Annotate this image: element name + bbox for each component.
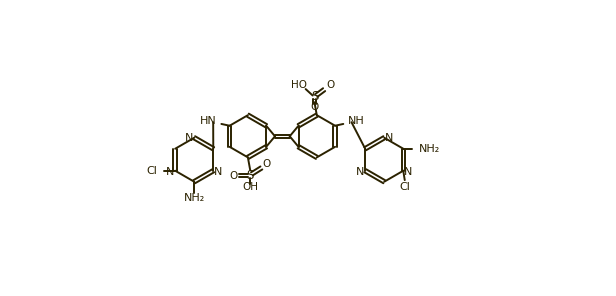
Text: NH: NH: [348, 116, 365, 126]
Text: NH₂: NH₂: [184, 193, 205, 203]
Text: O: O: [229, 170, 237, 181]
Text: HO: HO: [291, 80, 307, 90]
Text: Cl: Cl: [147, 166, 157, 176]
Text: Cl: Cl: [399, 182, 410, 192]
Text: O: O: [262, 159, 271, 169]
Text: N: N: [403, 167, 412, 177]
Text: N: N: [166, 167, 175, 177]
Text: O: O: [310, 102, 318, 112]
Text: OH: OH: [242, 182, 258, 192]
Text: HN: HN: [200, 116, 217, 126]
Text: S: S: [246, 169, 254, 182]
Text: N: N: [386, 133, 394, 143]
Text: O: O: [326, 80, 334, 90]
Text: N: N: [185, 133, 193, 143]
Text: S: S: [310, 91, 318, 104]
Text: NH₂: NH₂: [419, 144, 440, 154]
Text: N: N: [356, 167, 365, 177]
Text: N: N: [214, 167, 222, 177]
